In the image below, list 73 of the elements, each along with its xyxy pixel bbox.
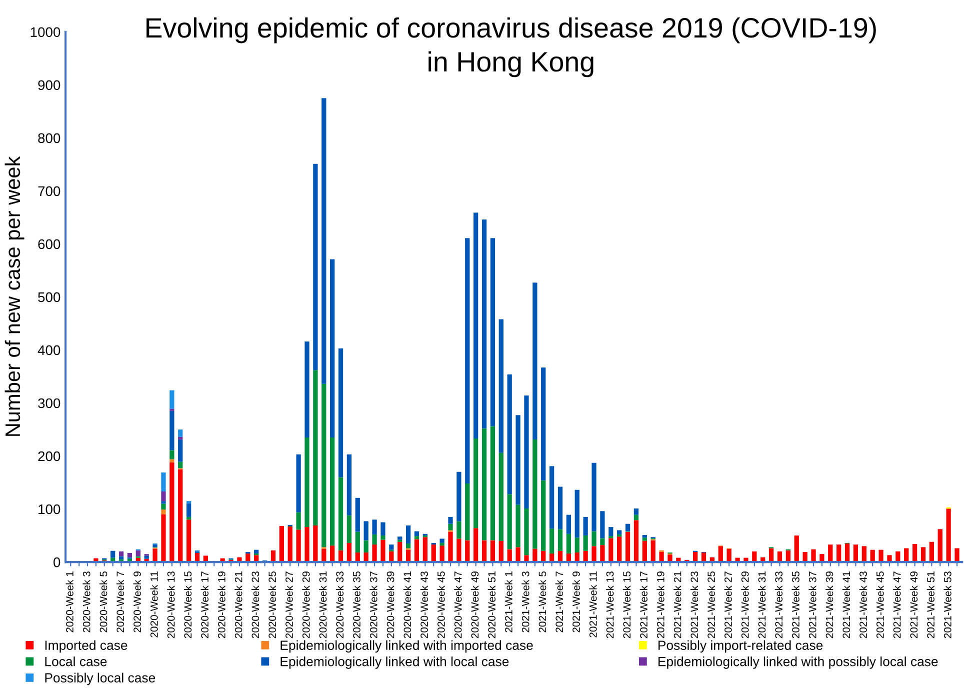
y-tick-label: 100	[38, 504, 60, 514]
y-tick-label: 200	[38, 451, 60, 462]
y-tick-label: 700	[38, 186, 60, 196]
x-tick-label: 2020-Week 49	[470, 572, 479, 638]
y-tick-label: 0	[54, 557, 60, 568]
x-tick-label: 2020-Week 45	[437, 571, 445, 638]
legend-label: Possibly local case	[45, 672, 156, 686]
x-tick-label: 2021-Week 45	[876, 571, 884, 638]
x-tick-label: 2021-Week 23	[690, 572, 698, 638]
x-tick-label: 2021-Week 19	[656, 572, 664, 638]
x-tick-label: 2021-Week 1	[504, 572, 512, 632]
x-tick-label: 2021-Week 47	[893, 572, 901, 638]
x-tick-label: 2020-Week 3	[82, 572, 90, 632]
x-tick-label: 2021-Week 15	[622, 571, 631, 638]
x-tick-label: 2021-Week 53	[944, 572, 952, 638]
x-tick-label: 2021-Week 9	[572, 572, 580, 632]
x-tick-label: 2021-Week 7	[555, 572, 564, 632]
x-tick-label: 2021-Week 31	[758, 572, 766, 638]
x-tick-label: 2020-Week 51	[488, 572, 496, 638]
chart-title: Evolving epidemic of coronavirus disease 2019 (COVID-19) in Hong Kong	[146, 17, 876, 78]
x-tick-label: 2020-Week 41	[403, 572, 412, 638]
x-tick-label: 2021-Week 39	[826, 572, 834, 638]
x-tick-label: 2020-Week 1	[66, 572, 74, 632]
x-tick-label: 2020-Week 39	[386, 572, 394, 638]
x-tick-label: 2020-Week 43	[420, 572, 428, 638]
x-tick-label: 2020-Week 13	[167, 572, 175, 638]
y-tick-label: 300	[38, 398, 60, 408]
legend-label: Imported case	[45, 640, 128, 653]
legend-label: Epidemiologically linked with possibly local case	[658, 656, 938, 669]
x-tick-label: 2020-Week 7	[116, 572, 124, 632]
x-tick-label: 2020-Week 27	[285, 572, 293, 638]
x-tick-label: 2021-Week 33	[774, 572, 783, 638]
x-tick-label: 2020-Week 29	[302, 572, 310, 638]
x-tick-label: 2020-Week 25	[268, 571, 276, 638]
y-tick-label: 500	[38, 292, 60, 302]
x-tick-label: 2020-Week 19	[218, 572, 226, 638]
x-tick-label: 2020-Week 5	[100, 571, 108, 632]
x-tick-label: 2020-Week 35	[352, 571, 360, 638]
legend-label: Local case	[45, 656, 107, 666]
y-axis-title: Number of new case per week	[4, 156, 24, 436]
x-tick-label: 2021-Week 37	[808, 572, 816, 638]
x-tick-label: 2021-Week 3	[522, 572, 530, 632]
x-tick-label: 2020-Week 9	[133, 572, 141, 632]
x-tick-label: 2020-Week 11	[150, 572, 158, 638]
x-tick-label: 2021-Week 49	[910, 572, 918, 638]
x-tick-label: 2020-Week 17	[200, 572, 208, 638]
x-tick-label: 2021-Week 11	[589, 572, 597, 638]
x-tick-label: 2020-Week 21	[234, 572, 242, 638]
x-tick-label: 2021-Week 41	[842, 572, 850, 638]
x-tick-label: 2021-Week 21	[674, 572, 682, 638]
x-tick-label: 2020-Week 33	[336, 572, 344, 638]
y-tick-label: 1000	[30, 27, 60, 38]
x-tick-label: 2021-Week 25	[707, 571, 715, 638]
x-tick-label: 2021-Week 13	[606, 572, 614, 638]
x-tick-label: 2021-Week 35	[792, 571, 800, 638]
x-tick-label: 2020-Week 31	[319, 572, 327, 638]
x-tick-label: 2021-Week 27	[724, 572, 732, 638]
y-tick-label: 600	[38, 239, 60, 250]
x-tick-label: 2021-Week 29	[741, 572, 749, 638]
x-tick-label: 2020-Week 15	[184, 571, 192, 638]
x-tick-label: 2021-Week 17	[640, 572, 648, 638]
y-tick-label: 400	[38, 345, 60, 356]
legend-label: Epidemiologically linked with local case	[280, 656, 509, 669]
x-tick-label: 2021-Week 5	[538, 571, 546, 632]
x-tick-label: 2020-Week 37	[370, 572, 378, 638]
y-tick-label: 900	[38, 80, 60, 90]
x-tick-label: 2021-Week 51	[926, 572, 934, 638]
x-tick-label: 2020-Week 23	[251, 572, 260, 638]
legend-label: Possibly import-related case	[658, 640, 823, 653]
x-tick-label: 2020-Week 47	[454, 572, 462, 638]
x-tick-label: 2021-Week 43	[859, 572, 867, 638]
y-tick-label: 800	[38, 133, 60, 144]
legend-label: Epidemiologically linked with imported case	[280, 640, 533, 653]
